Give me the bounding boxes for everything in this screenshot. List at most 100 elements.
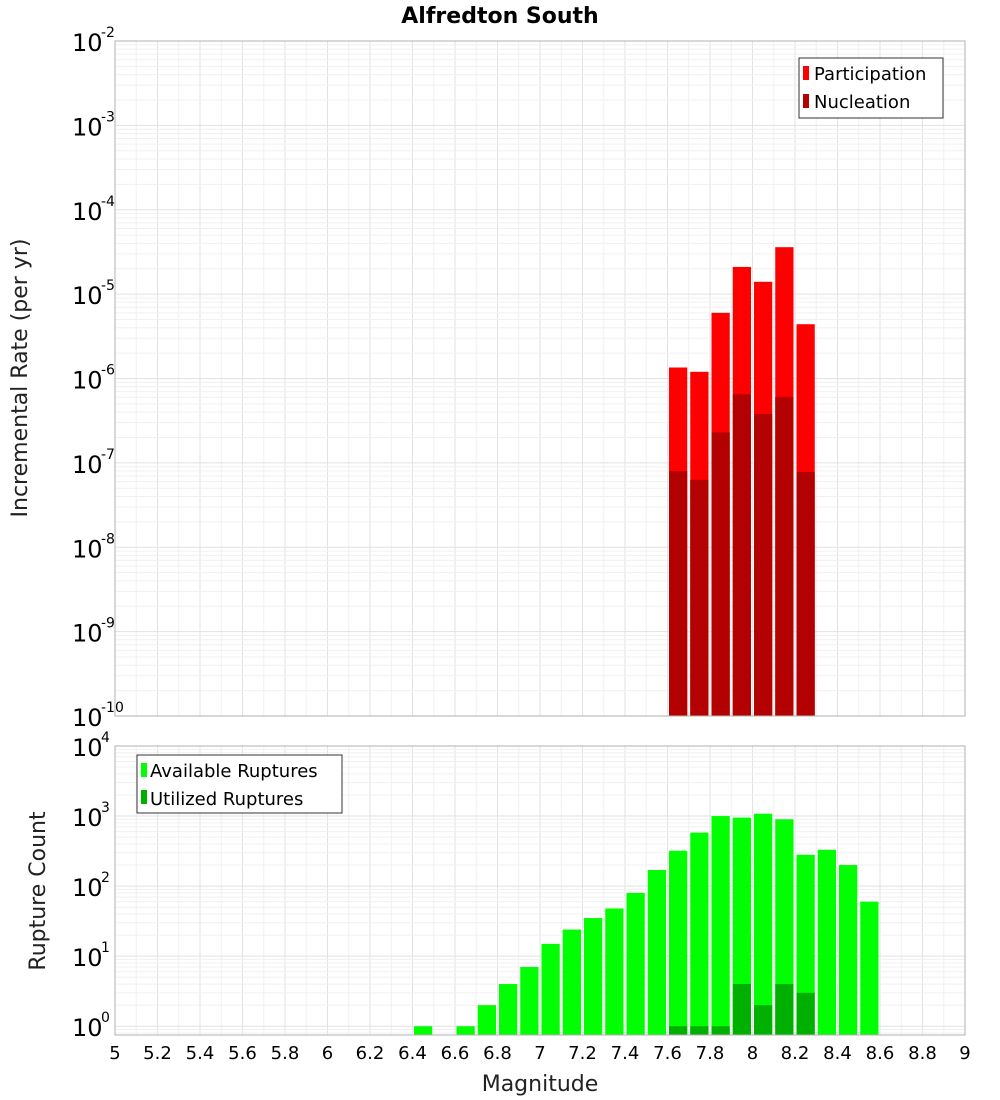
y-tick-exponent: 2 <box>101 870 110 886</box>
count-legend-box <box>136 754 343 814</box>
y-tick-exponent: 4 <box>101 730 110 746</box>
nucleation-legend-swatch <box>803 94 809 108</box>
count-plot-legend: Available Ruptures Utilized Ruptures <box>136 754 343 814</box>
available-ruptures-bar <box>690 832 709 1035</box>
available-ruptures-bar <box>562 929 581 1035</box>
rate-plot-frame <box>114 40 966 717</box>
x-tick-label: 7.6 <box>653 1043 682 1064</box>
y-tick-base: 10 <box>72 282 103 310</box>
available-ruptures-bar <box>732 817 751 1035</box>
utilized-ruptures-bar <box>796 992 815 1035</box>
x-tick-label: 6.8 <box>483 1043 512 1064</box>
utilized-legend-swatch <box>141 790 147 804</box>
available-ruptures-bar <box>669 850 688 1035</box>
y-tick-exponent: -3 <box>101 109 115 125</box>
y-tick-base: 10 <box>72 944 103 972</box>
y-tick-exponent: -10 <box>101 700 124 716</box>
x-tick-label: 7.2 <box>568 1043 597 1064</box>
y-tick-label: 10-6 <box>72 363 115 395</box>
available-ruptures-bar <box>647 869 666 1035</box>
x-tick-label: 8.6 <box>866 1043 895 1064</box>
count-plot-frame <box>114 745 966 1036</box>
chart-title: Alfredton South <box>401 4 598 29</box>
x-tick-label: 6 <box>322 1043 333 1064</box>
y-tick-label: 104 <box>72 730 110 762</box>
available-legend-swatch <box>141 763 147 777</box>
x-tick-label: 8.8 <box>908 1043 937 1064</box>
utilized-ruptures-bar <box>669 1026 688 1035</box>
y-tick-base: 10 <box>72 535 103 563</box>
y-tick-label: 10-3 <box>72 109 115 141</box>
available-ruptures-bar <box>456 1026 475 1035</box>
nucleation-bar <box>711 432 730 716</box>
nucleation-bar <box>732 394 751 716</box>
utilized-ruptures-bar <box>732 984 751 1035</box>
x-tick-label: 7 <box>534 1043 545 1064</box>
nucleation-bar <box>796 471 815 716</box>
x-tick-label: 8 <box>747 1043 758 1064</box>
y-tick-base: 10 <box>72 804 103 832</box>
y-tick-label: 101 <box>72 940 110 972</box>
available-ruptures-bar <box>817 849 836 1035</box>
available-ruptures-bar <box>626 892 645 1035</box>
x-tick-label: 5.6 <box>228 1043 257 1064</box>
x-tick-label: 6.2 <box>356 1043 385 1064</box>
y-tick-base: 10 <box>72 1014 103 1042</box>
nucleation-bar <box>690 479 709 716</box>
rate-plot-bars <box>669 247 815 716</box>
x-axis-label: Magnitude <box>482 1072 599 1097</box>
nucleation-bar <box>754 413 773 716</box>
y-tick-exponent: 3 <box>101 800 110 816</box>
available-ruptures-bar <box>520 967 539 1035</box>
x-tick-label: 8.2 <box>781 1043 810 1064</box>
y-tick-exponent: -9 <box>101 616 115 632</box>
nucleation-bar <box>669 471 688 716</box>
available-ruptures-bar <box>796 854 815 1035</box>
rate-plot-y-label: Incremental Rate (per yr) <box>8 239 33 518</box>
available-ruptures-bar <box>860 901 879 1035</box>
x-axis-ticks: 5 5.2 5.4 5.6 5.8 6 6.2 6.4 6.6 6.8 7 7.2 7.4 7.6 7.8 8… <box>109 1043 970 1064</box>
y-tick-base: 10 <box>72 620 103 648</box>
y-tick-base: 10 <box>72 367 103 395</box>
y-tick-base: 10 <box>72 113 103 141</box>
available-ruptures-bar <box>605 908 624 1035</box>
y-tick-exponent: 1 <box>101 940 110 956</box>
utilized-legend-label: Utilized Ruptures <box>150 789 303 810</box>
available-ruptures-bar <box>414 1026 433 1035</box>
available-ruptures-bar <box>711 816 730 1035</box>
y-tick-base: 10 <box>72 198 103 226</box>
count-plot-bars <box>414 813 879 1035</box>
rate-plot-legend: Participation Nucleation <box>798 57 944 119</box>
y-tick-exponent: -4 <box>101 194 115 210</box>
x-tick-label: 5.2 <box>143 1043 172 1064</box>
x-tick-label: 7.4 <box>611 1043 640 1064</box>
y-tick-base: 10 <box>72 734 103 762</box>
y-tick-base: 10 <box>72 704 103 732</box>
y-tick-exponent: -5 <box>101 278 115 294</box>
utilized-ruptures-bar <box>775 984 794 1035</box>
utilized-ruptures-bar <box>711 1026 730 1035</box>
nucleation-bar <box>775 397 794 716</box>
x-tick-label: 5.8 <box>271 1043 300 1064</box>
utilized-ruptures-bar <box>754 1005 773 1035</box>
y-tick-label: 10-8 <box>72 531 115 563</box>
y-tick-exponent: 0 <box>101 1010 110 1026</box>
utilized-ruptures-bar <box>690 1026 709 1035</box>
y-tick-label: 10-10 <box>72 700 124 732</box>
x-tick-label: 6.6 <box>441 1043 470 1064</box>
available-legend-label: Available Ruptures <box>150 761 318 782</box>
y-tick-exponent: -6 <box>101 363 115 379</box>
available-ruptures-bar <box>775 819 794 1035</box>
x-tick-label: 6.4 <box>398 1043 427 1064</box>
y-tick-base: 10 <box>72 874 103 902</box>
x-tick-label: 5 <box>109 1043 120 1064</box>
count-plot-y-label: Rupture Count <box>26 811 51 971</box>
available-ruptures-bar <box>499 984 518 1035</box>
y-tick-label: 10-7 <box>72 447 115 479</box>
x-tick-label: 5.4 <box>186 1043 215 1064</box>
